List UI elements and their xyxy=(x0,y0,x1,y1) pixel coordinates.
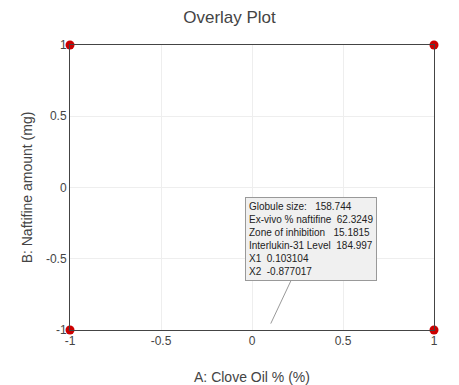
svg-text:0.5: 0.5 xyxy=(335,334,352,348)
svg-text:1: 1 xyxy=(60,38,67,52)
svg-text:Globule size: 158.744Ex-vivo: Globule size: 158.744Ex-vivo % naftifine… xyxy=(249,201,373,277)
svg-text:-0.5: -0.5 xyxy=(46,252,67,266)
svg-text:A: Clove Oil % (%): A: Clove Oil % (%) xyxy=(194,369,310,385)
svg-text:Overlay Plot: Overlay Plot xyxy=(183,8,276,27)
svg-text:0.5: 0.5 xyxy=(50,109,67,123)
svg-text:1: 1 xyxy=(431,334,438,348)
svg-text:B: Naftifine amount (mg): B: Naftifine amount (mg) xyxy=(19,112,35,264)
svg-text:-1: -1 xyxy=(65,334,76,348)
svg-text:0: 0 xyxy=(249,334,256,348)
svg-text:0: 0 xyxy=(60,181,67,195)
svg-text:-1: -1 xyxy=(56,323,67,337)
svg-text:-0.5: -0.5 xyxy=(151,334,172,348)
